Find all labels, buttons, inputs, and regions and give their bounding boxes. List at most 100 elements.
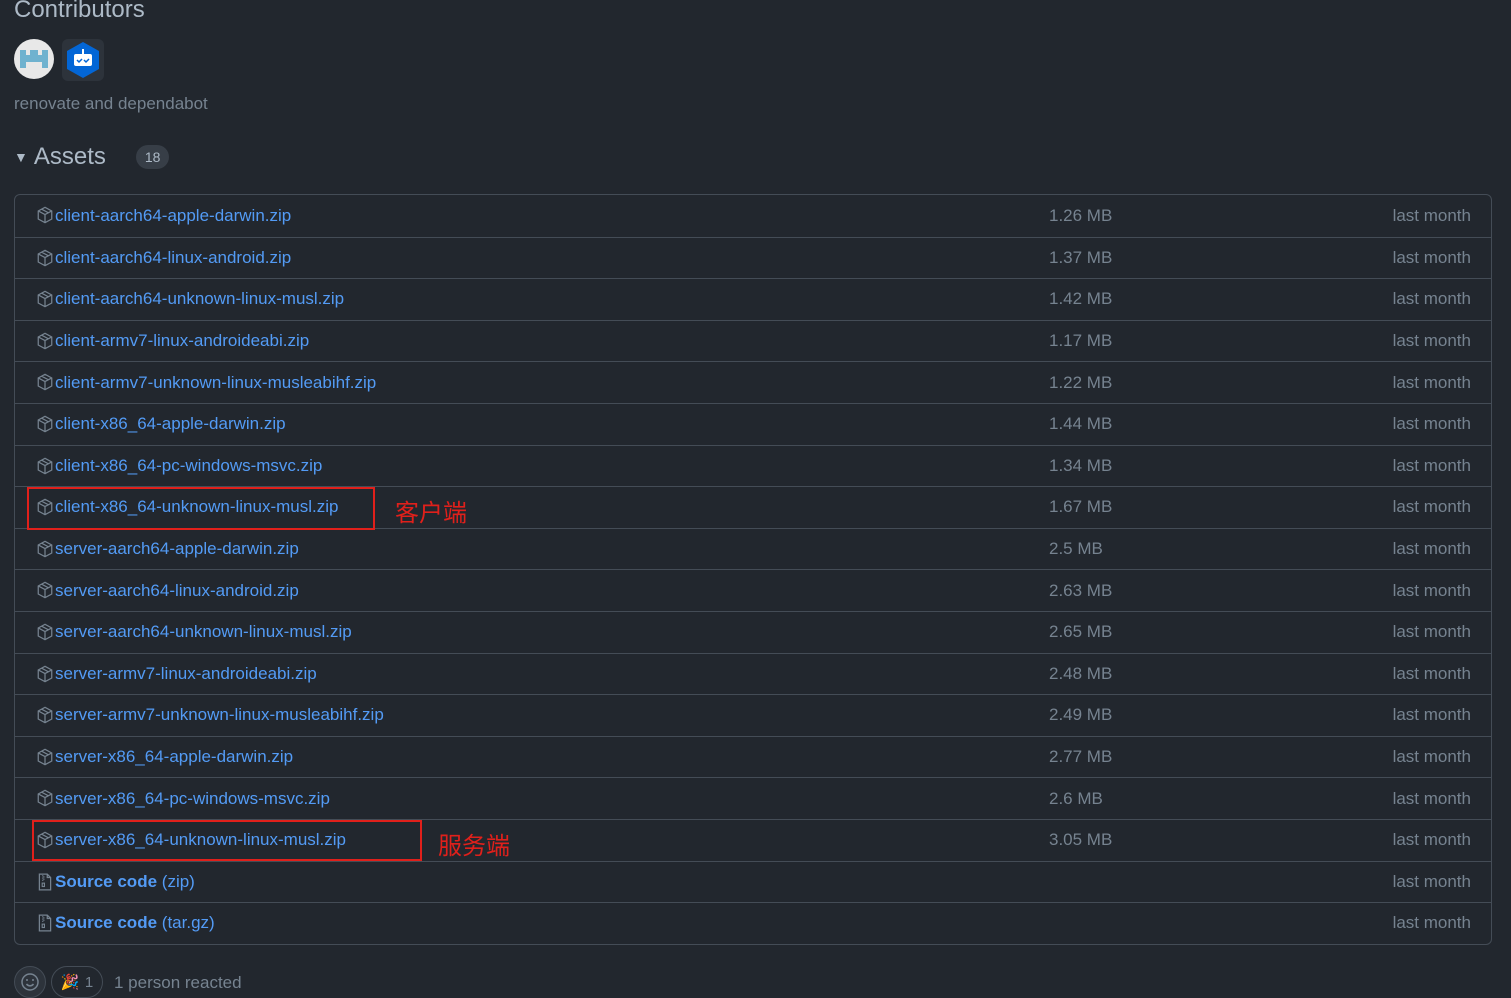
asset-link[interactable]: server-aarch64-linux-android.zip xyxy=(55,580,299,600)
package-icon xyxy=(37,581,53,599)
asset-link[interactable]: server-x86_64-pc-windows-msvc.zip xyxy=(55,788,330,808)
annotation-label: 服务端 xyxy=(438,833,510,860)
asset-row: Source code (zip) last month xyxy=(15,860,1491,903)
asset-row: client-x86_64-apple-darwin.zip 1.44 MB las… xyxy=(15,402,1491,445)
package-icon xyxy=(37,457,53,474)
asset-size: 1.42 MB xyxy=(1049,289,1113,309)
asset-link[interactable]: client-armv7-unknown-linux-musleabihf.zi… xyxy=(55,372,377,392)
asset-row: server-x86_64-pc-windows-msvc.zip 2.6 MB l… xyxy=(15,777,1491,819)
asset-row: client-armv7-linux-androideabi.zip 1.17 M… xyxy=(15,319,1491,362)
asset-date: last month xyxy=(1392,414,1471,434)
reaction-count: 1 xyxy=(84,973,94,991)
asset-link[interactable]: client-armv7-linux-androideabi.zip xyxy=(55,331,310,351)
asset-size: 2.65 MB xyxy=(1049,622,1113,642)
package-icon xyxy=(37,748,53,766)
package-icon xyxy=(37,206,53,224)
package-icon xyxy=(37,332,53,350)
asset-row: client-aarch64-unknown-linux-musl.zip 1.4… xyxy=(15,278,1491,320)
package-icon xyxy=(37,623,53,641)
asset-row: client-x86_64-unknown-linux-musl.zip 1.67… xyxy=(15,486,1491,528)
asset-link[interactable]: server-x86_64-apple-darwin.zip xyxy=(55,747,294,767)
package-icon xyxy=(37,498,53,516)
asset-size: 3.05 MB xyxy=(1049,830,1113,850)
assets-heading: Assets xyxy=(33,143,106,170)
tada-reaction-button[interactable]: 🎉 1 xyxy=(51,966,103,998)
file-zip-icon xyxy=(38,873,52,890)
asset-size: 1.67 MB xyxy=(1049,497,1113,517)
package-icon xyxy=(37,374,53,391)
contributors-heading: Contributors xyxy=(14,0,145,23)
asset-row: server-aarch64-unknown-linux-musl.zip 2.6… xyxy=(15,610,1491,653)
asset-link[interactable]: client-aarch64-apple-darwin.zip xyxy=(55,205,292,225)
asset-row: client-x86_64-pc-windows-msvc.zip 1.34 MB… xyxy=(15,444,1491,487)
package-icon xyxy=(37,290,53,308)
file-zip-icon xyxy=(38,914,52,932)
reaction-summary: 1 person reacted xyxy=(114,973,242,992)
asset-row: server-armv7-unknown-linux-musleabihf.zi… xyxy=(15,694,1491,736)
package-icon xyxy=(37,706,53,724)
asset-size: 1.26 MB xyxy=(1049,205,1113,225)
asset-row: server-aarch64-apple-darwin.zip 2.5 MB las… xyxy=(15,527,1491,570)
triangle-down-icon: ▼ xyxy=(14,149,28,165)
smiley-icon xyxy=(21,973,39,991)
asset-link[interactable]: server-armv7-unknown-linux-musleabihf.zi… xyxy=(55,705,384,725)
asset-size: 2.49 MB xyxy=(1049,705,1113,725)
asset-suffix: (tar.gz) xyxy=(161,913,215,933)
asset-row: server-x86_64-apple-darwin.zip 2.77 MB las… xyxy=(15,735,1491,778)
asset-size: 2.63 MB xyxy=(1049,580,1113,600)
asset-suffix: (zip) xyxy=(161,871,195,891)
asset-date: last month xyxy=(1392,622,1471,642)
asset-date: last month xyxy=(1392,788,1471,808)
annotation-box xyxy=(27,487,375,530)
annotation-box xyxy=(32,820,422,861)
asset-size: 1.22 MB xyxy=(1049,372,1113,392)
asset-size: 1.44 MB xyxy=(1049,414,1113,434)
asset-row: server-armv7-linux-androideabi.zip 2.48 M… xyxy=(15,652,1491,695)
asset-link[interactable]: Source code (zip) xyxy=(55,871,195,891)
asset-link[interactable]: server-aarch64-apple-darwin.zip xyxy=(55,539,299,559)
asset-row: client-aarch64-apple-darwin.zip 1.26 MB la… xyxy=(15,195,1491,237)
asset-size: 1.34 MB xyxy=(1049,455,1113,475)
asset-date: last month xyxy=(1392,289,1471,309)
asset-date: last month xyxy=(1392,205,1471,225)
asset-date: last month xyxy=(1392,455,1471,475)
renovate-avatar[interactable] xyxy=(14,39,54,79)
asset-date: last month xyxy=(1392,663,1471,683)
asset-date: last month xyxy=(1392,705,1471,725)
asset-link[interactable]: client-x86_64-unknown-linux-musl.zip xyxy=(55,497,339,517)
asset-link[interactable]: client-aarch64-unknown-linux-musl.zip xyxy=(55,289,345,309)
package-icon xyxy=(37,831,53,849)
asset-link[interactable]: server-x86_64-unknown-linux-musl.zip xyxy=(55,830,347,850)
package-icon xyxy=(37,789,53,807)
asset-row: client-aarch64-linux-android.zip 1.37 MB l… xyxy=(15,236,1491,279)
dependabot-avatar[interactable] xyxy=(62,39,104,81)
asset-size: 1.37 MB xyxy=(1049,247,1113,267)
package-icon xyxy=(37,249,53,266)
contributors-text: renovate and dependabot xyxy=(14,94,208,113)
add-reaction-button[interactable] xyxy=(14,966,46,998)
asset-date: last month xyxy=(1392,331,1471,351)
asset-link[interactable]: client-x86_64-pc-windows-msvc.zip xyxy=(55,455,323,475)
asset-row: client-armv7-unknown-linux-musleabihf.zi… xyxy=(15,361,1491,403)
annotation-label: 客户端 xyxy=(395,500,467,527)
asset-link[interactable]: client-aarch64-linux-android.zip xyxy=(55,247,292,267)
asset-date: last month xyxy=(1392,539,1471,559)
asset-date: last month xyxy=(1392,372,1471,392)
asset-link[interactable]: Source code (tar.gz) xyxy=(55,913,215,933)
asset-size: 1.17 MB xyxy=(1049,331,1113,351)
asset-date: last month xyxy=(1392,871,1471,891)
asset-row: server-aarch64-linux-android.zip 2.63 MB l… xyxy=(15,569,1491,611)
asset-link[interactable]: client-x86_64-apple-darwin.zip xyxy=(55,414,286,434)
assets-count-badge: 18 xyxy=(135,145,170,169)
assets-toggle[interactable]: ▼ Assets 18 xyxy=(14,143,170,171)
asset-date: last month xyxy=(1392,830,1471,850)
asset-date: last month xyxy=(1392,747,1471,767)
asset-size: 2.77 MB xyxy=(1049,747,1113,767)
asset-row: Source code (tar.gz) last month xyxy=(15,902,1491,944)
asset-link[interactable]: server-aarch64-unknown-linux-musl.zip xyxy=(55,622,352,642)
package-icon xyxy=(37,540,53,558)
asset-link[interactable]: server-armv7-linux-androideabi.zip xyxy=(55,663,317,683)
package-icon xyxy=(37,665,53,682)
asset-date: last month xyxy=(1392,497,1471,517)
asset-row: server-x86_64-unknown-linux-musl.zip 3.05… xyxy=(15,818,1491,861)
